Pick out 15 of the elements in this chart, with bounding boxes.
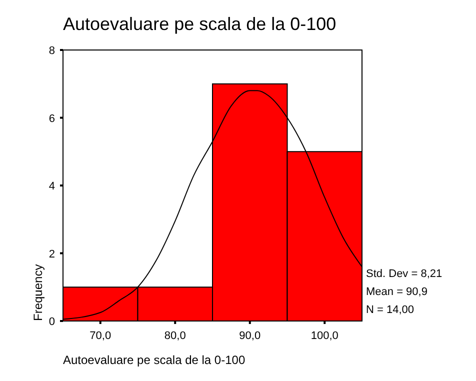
- y-tick-label: 6: [48, 112, 55, 125]
- x-tick-label: 80,0: [164, 330, 186, 342]
- text: N = 14,00: [366, 304, 414, 316]
- x-tick-label: 90,0: [239, 330, 261, 342]
- text: Mean = 90,9: [366, 286, 428, 298]
- chart-title: Autoevaluare pe scala de la 0-100: [63, 14, 336, 34]
- y-tick-label: 4: [48, 180, 55, 192]
- text: Std. Dev = 8,21: [366, 268, 442, 280]
- y-tick-label: 0: [48, 316, 55, 328]
- y-tick-label: 2: [48, 248, 55, 260]
- y-axis-title: Frequency: [31, 264, 45, 321]
- x-tick-label: 70,0: [90, 330, 112, 342]
- x-axis-title: Autoevaluare pe scala de la 0-100: [63, 353, 246, 367]
- x-tick-label: 100,0: [310, 330, 338, 342]
- y-tick-label: 8: [48, 45, 55, 57]
